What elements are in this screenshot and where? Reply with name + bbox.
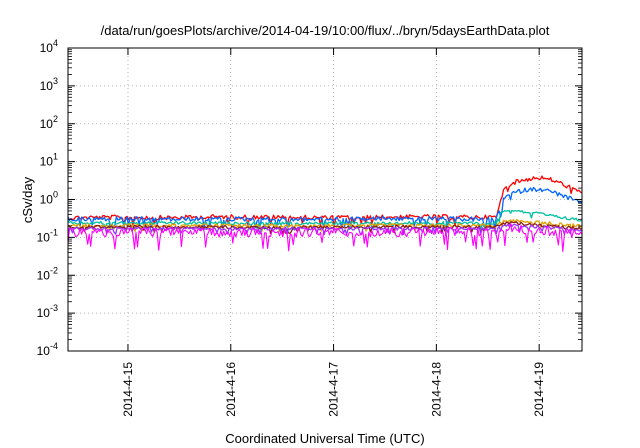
y-tick-exponent: 4	[53, 38, 58, 48]
y-tick-label: 10-4	[37, 341, 58, 358]
y-tick-exponent: 0	[53, 190, 58, 200]
y-tick-exponent: 3	[53, 76, 58, 86]
series-line	[67, 221, 583, 235]
grid-lines	[68, 48, 582, 351]
series-line	[67, 186, 583, 229]
y-tick-label: 102	[40, 114, 58, 131]
x-tick-label: 2014-4-15	[121, 362, 135, 417]
x-axis: 2014-4-15 2014-4-16 2014-4-17 2014-4-18 2014…	[121, 48, 546, 417]
y-tick-label: 10-3	[37, 303, 58, 320]
x-axis-label: Coordinated Universal Time (UTC)	[225, 431, 424, 446]
y-tick-label: 10-2	[37, 265, 58, 282]
y-tick-label: 104	[40, 38, 58, 55]
y-tick-exponent: -4	[50, 341, 58, 351]
y-tick-label: 100	[40, 190, 58, 207]
x-tick-label: 2014-4-17	[327, 362, 341, 417]
x-tick-label: 2014-4-18	[429, 362, 443, 417]
series-line	[67, 223, 583, 252]
y-axis-label: cSv/day	[20, 176, 35, 223]
chart-title: /data/run/goesPlots/archive/2014-04-19/1…	[101, 23, 550, 38]
y-tick-exponent: -2	[50, 265, 58, 275]
y-tick-exponent: -3	[50, 303, 58, 313]
y-tick-label: 103	[40, 76, 58, 93]
x-tick-label: 2014-4-16	[224, 362, 238, 417]
series-group	[67, 175, 583, 252]
y-tick-exponent: 2	[53, 114, 58, 124]
x-tick-label: 2014-4-19	[532, 362, 546, 417]
y-tick-exponent: -1	[50, 227, 58, 237]
y-tick-exponent: 1	[53, 152, 58, 162]
y-tick-label: 10-1	[37, 227, 58, 244]
y-tick-label: 101	[40, 152, 58, 169]
